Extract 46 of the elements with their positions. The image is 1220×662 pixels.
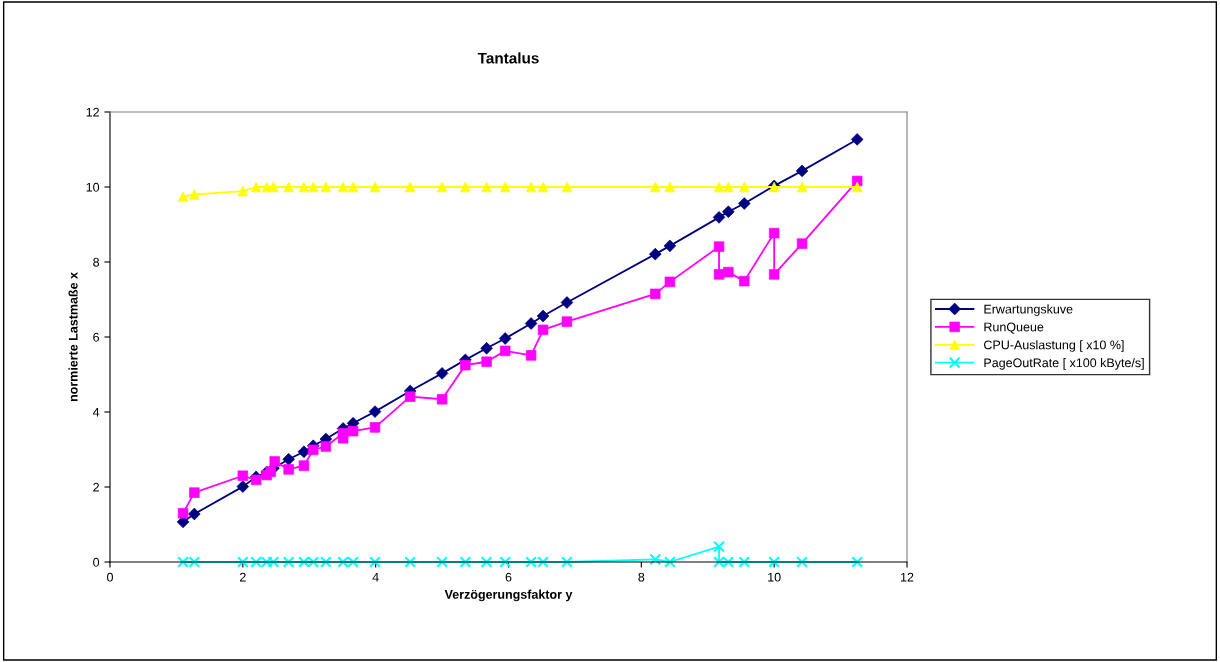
x-axis-title: Verzögerungsfaktor y xyxy=(444,589,573,602)
point xyxy=(650,288,661,300)
point xyxy=(369,556,381,568)
x-tick-label: 6 xyxy=(505,572,512,582)
point xyxy=(460,359,471,371)
point xyxy=(499,345,511,357)
x-tick-label: 4 xyxy=(372,572,379,582)
y-tick-label: 4 xyxy=(92,407,100,417)
legend-label: CPU-Auslastung [ x10 %] xyxy=(984,340,1124,352)
point xyxy=(768,227,780,239)
point xyxy=(663,556,676,568)
point xyxy=(250,474,262,486)
legend-label: Erwartungskuve xyxy=(984,304,1073,316)
legend-label: RunQueue xyxy=(984,322,1044,334)
point xyxy=(282,556,295,568)
x-tick-label: 2 xyxy=(239,572,246,582)
y-tick-label: 0 xyxy=(93,557,100,567)
point xyxy=(851,556,864,568)
point xyxy=(404,556,417,568)
point xyxy=(177,508,189,519)
chart-title: Tantalus xyxy=(477,52,539,64)
point xyxy=(480,556,493,568)
point xyxy=(796,556,808,568)
point xyxy=(337,433,349,444)
point xyxy=(436,556,448,568)
y-tick-label: 10 xyxy=(86,182,100,192)
x-tick-label: 8 xyxy=(638,572,645,582)
y-tick-label: 6 xyxy=(93,332,100,342)
point xyxy=(738,556,751,568)
point xyxy=(664,276,676,288)
point xyxy=(713,540,725,553)
point xyxy=(739,275,750,287)
point xyxy=(459,556,472,568)
y-tick-label: 12 xyxy=(86,107,99,117)
point xyxy=(499,556,512,568)
x-tick-label: 10 xyxy=(768,572,781,582)
y-tick-label: 8 xyxy=(93,257,100,267)
y-tick-label: 2 xyxy=(93,482,99,492)
x-tick-label: 0 xyxy=(107,572,113,582)
point xyxy=(649,553,662,566)
legend-label: PageOutRate [ x100 kByte/s] xyxy=(984,358,1144,370)
point xyxy=(537,324,549,336)
x-tick-label: 12 xyxy=(901,572,914,582)
point xyxy=(561,556,573,568)
y-axis-title: normierte Lastmaße x xyxy=(68,272,78,402)
point xyxy=(768,556,781,568)
